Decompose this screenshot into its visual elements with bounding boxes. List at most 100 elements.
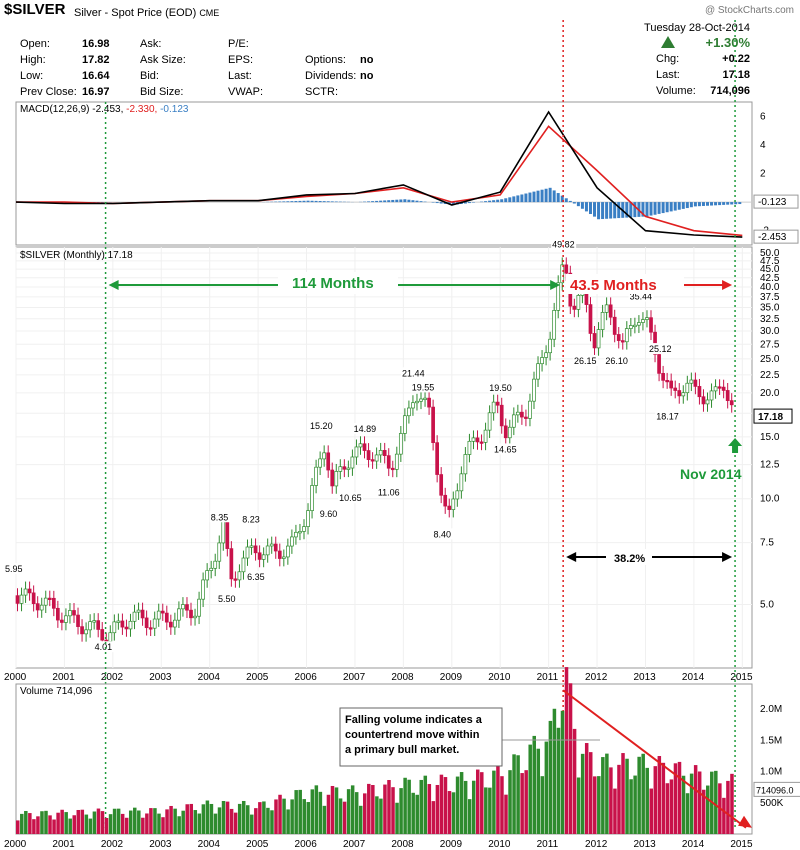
- price-candle: [233, 578, 238, 581]
- quote-row: Last:: [228, 69, 298, 85]
- last-price-box: [753, 408, 793, 424]
- price-ytick: 42.5: [760, 273, 780, 284]
- quote-mid3: Options: no Dividends: no SCTR:: [305, 37, 405, 101]
- volume-bar: [568, 683, 573, 834]
- price-candle: [362, 443, 367, 451]
- price-point-label: 19.55: [412, 382, 435, 392]
- price-candle: [713, 386, 718, 392]
- macd-hist-bar: [532, 191, 536, 203]
- price-candle: [507, 426, 512, 439]
- volume-bar: [439, 774, 444, 834]
- price-candle: [620, 340, 625, 343]
- quote-value: 16.98: [82, 38, 110, 50]
- price-candle: [588, 304, 593, 334]
- volume-bar: [322, 805, 327, 834]
- price-label-bg: [376, 486, 402, 498]
- volume-bar: [601, 757, 605, 834]
- volume-bar: [544, 741, 549, 834]
- price-candle: [35, 603, 40, 611]
- price-candle: [717, 386, 722, 389]
- quote-mid: Ask: Ask Size: Bid: Bid Size:: [140, 37, 230, 101]
- volume-bar: [133, 807, 137, 834]
- volume-bar: [597, 776, 601, 834]
- macd-hist-bar: [693, 202, 697, 207]
- last-price-label: 17.18: [758, 412, 783, 423]
- volume-bar: [294, 790, 298, 834]
- quote-row: High: 17.82: [20, 53, 130, 69]
- volume-xtick: 2003: [149, 839, 172, 850]
- volume-bar: [685, 793, 690, 834]
- price-candle: [532, 378, 536, 402]
- price-candle: [144, 617, 149, 629]
- price-candle: [132, 611, 137, 622]
- volume-bar: [677, 761, 682, 834]
- quote-left: Open: 16.98 High: 17.82 Low: 16.64 Prev Close:…: [20, 37, 130, 101]
- price-candle: [447, 505, 452, 510]
- price-candle: [88, 621, 92, 631]
- volume-bar: [584, 743, 589, 834]
- volume-xtick: 2014: [682, 839, 705, 850]
- quote-label: VWAP:: [228, 86, 264, 98]
- price-label-bg: [338, 492, 364, 504]
- volume-bar: [520, 773, 524, 834]
- price-candle: [669, 380, 674, 389]
- volume-bar: [334, 787, 339, 834]
- volume-bar: [371, 785, 375, 834]
- label-114-months: 114 Months: [292, 275, 374, 292]
- quote-row: Bid Size:: [140, 85, 230, 101]
- quote-label: Last:: [656, 69, 680, 81]
- credit[interactable]: @ StockCharts.com: [704, 5, 794, 16]
- volume-bar: [193, 810, 198, 834]
- quote-row: Open: 16.98: [20, 37, 130, 53]
- price-candle: [229, 548, 234, 580]
- macd-hist-bar: [306, 200, 310, 203]
- volume-bar: [706, 785, 710, 834]
- price-point-label: 8.35: [211, 512, 229, 522]
- volume-bar: [407, 779, 411, 834]
- price-candle: [286, 545, 290, 558]
- macd-hist-bar: [673, 202, 677, 211]
- price-candle: [439, 474, 444, 496]
- volume-bar: [532, 735, 536, 834]
- price-candle: [193, 615, 197, 619]
- volume-bar: [262, 801, 266, 834]
- macd-hist-bar: [588, 202, 592, 215]
- pct-change: +1.30%: [705, 35, 750, 50]
- price-candle: [249, 545, 254, 548]
- volume-bar: [588, 752, 593, 834]
- price-xtick: 2014: [682, 672, 705, 683]
- macd-hist-bar: [665, 202, 669, 213]
- macd-hist-bar: [294, 201, 298, 203]
- volume-bar: [669, 779, 674, 834]
- price-ytick: 5.0: [760, 600, 774, 611]
- volume-bar: [330, 785, 335, 834]
- price-candle: [524, 416, 528, 419]
- price-candle: [354, 446, 359, 458]
- macd-hist-bar: [681, 202, 685, 209]
- volume-bar: [100, 811, 105, 834]
- quote-label: Chg:: [656, 53, 680, 65]
- macd-hist-bar: [556, 193, 560, 203]
- macd-hist-bar: [685, 202, 689, 209]
- price-label-bg: [410, 381, 436, 393]
- price-candle: [689, 379, 694, 384]
- price-xtick: 2010: [488, 672, 511, 683]
- price-ytick: 50.0: [760, 248, 780, 259]
- volume-bar: [169, 805, 173, 834]
- volume-bar: [564, 667, 569, 834]
- price-point-label: 10.65: [339, 493, 362, 503]
- price-candle: [423, 397, 427, 400]
- quote-row: Last: 17.18: [656, 68, 750, 84]
- price-candle: [209, 567, 214, 571]
- quote-right: Chg: +0.22 Last: 17.18 Volume: 714,096: [656, 52, 750, 100]
- price-candle: [435, 442, 439, 475]
- volume-bar: [36, 816, 40, 834]
- label-114-bg: [278, 272, 398, 294]
- macd-hist-bar: [403, 199, 407, 203]
- price-candle: [326, 452, 331, 471]
- price-ytick: 35.0: [760, 302, 780, 313]
- volume-bar: [213, 813, 218, 834]
- quote-row: P/E:: [228, 37, 298, 53]
- price-point-label: 35.44: [630, 292, 653, 302]
- arrow-114-head-left: [108, 280, 119, 290]
